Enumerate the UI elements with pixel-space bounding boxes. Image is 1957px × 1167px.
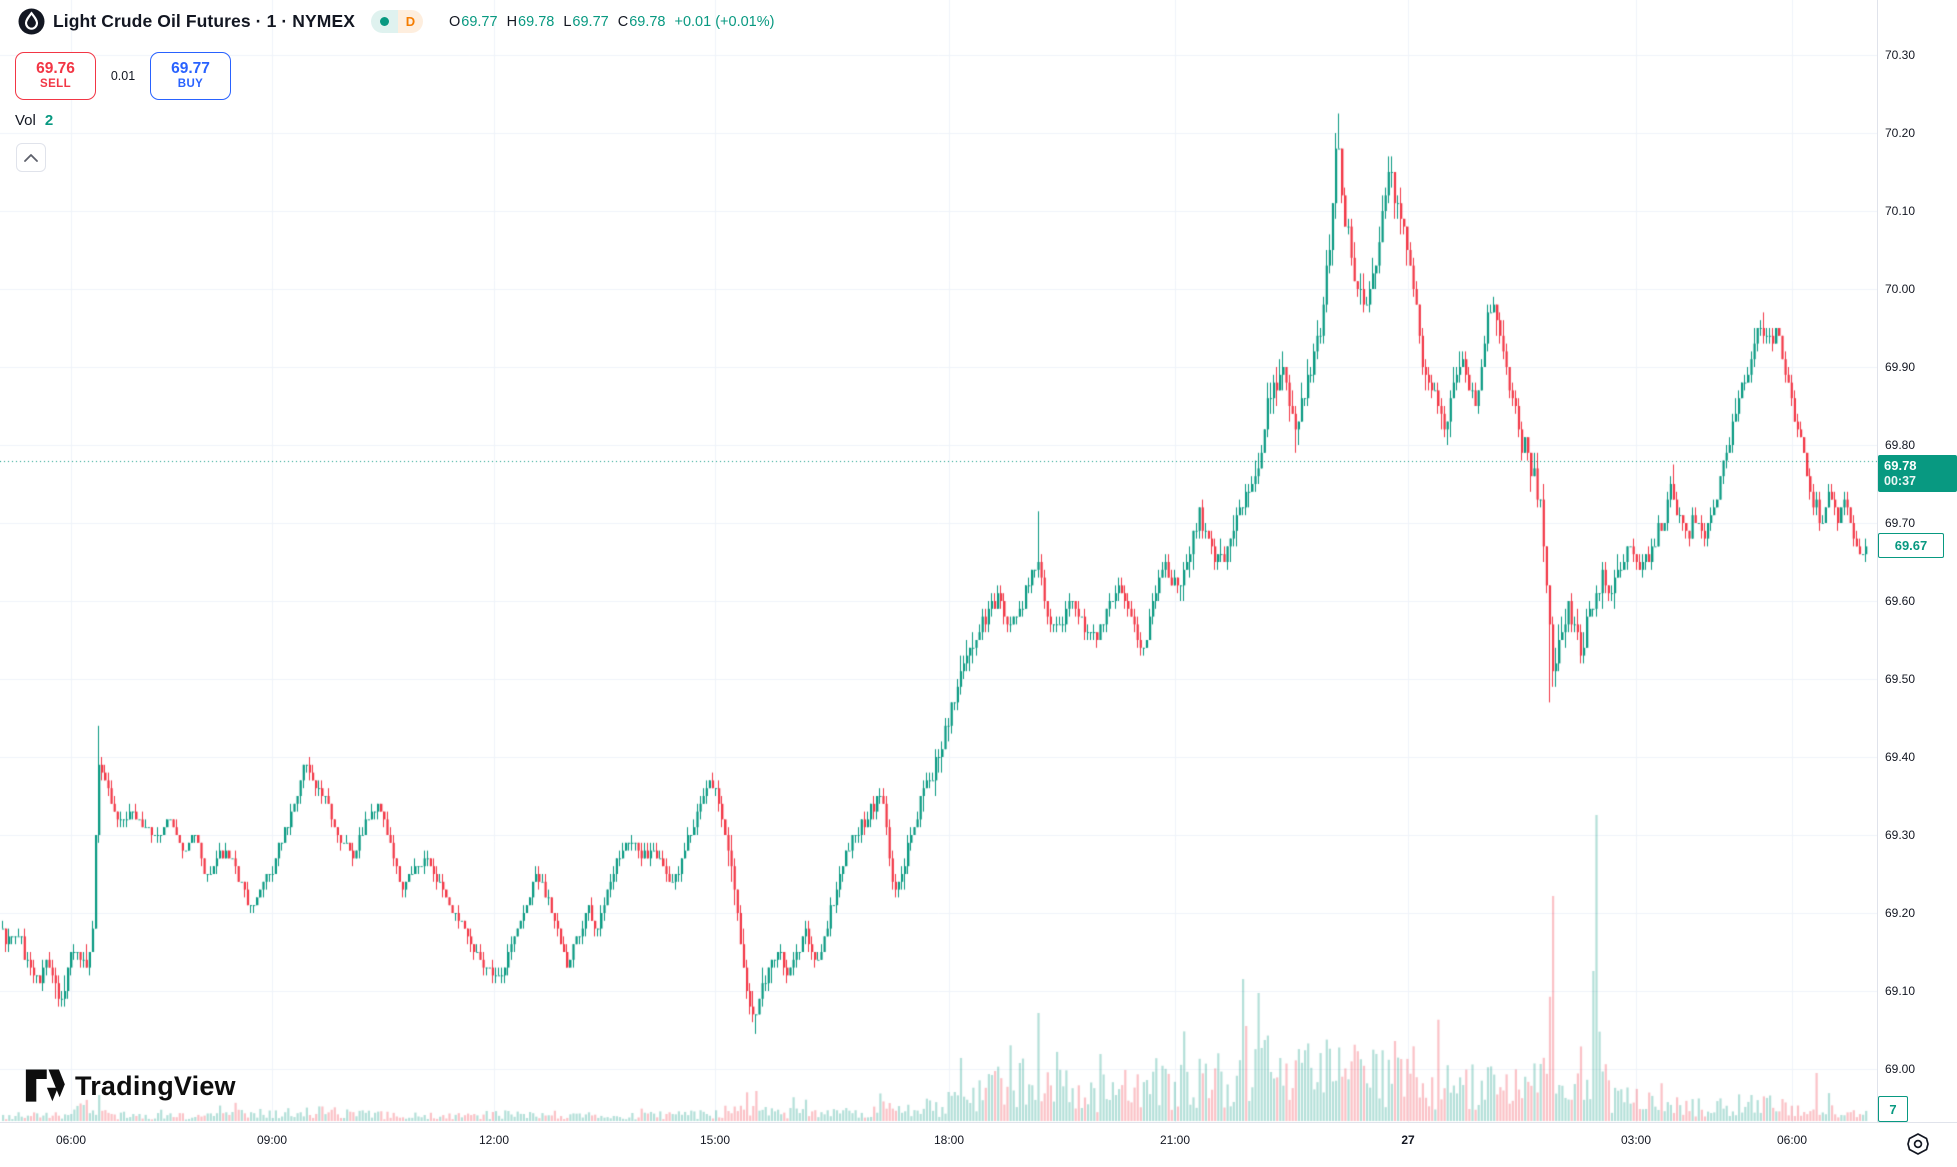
live-dot-icon (379, 17, 389, 26)
time-axis-label: 18:00 (933, 1133, 965, 1147)
price-axis-label: 69.50 (1885, 672, 1916, 686)
volume-label: Vol (15, 112, 36, 129)
price-axis-label: 69.90 (1885, 360, 1916, 374)
price-axis-label: 69.40 (1885, 750, 1916, 764)
sell-button[interactable]: 69.76 SELL (15, 52, 96, 100)
crude-oil-symbol-icon (18, 8, 45, 35)
time-axis-label: 15:00 (699, 1133, 731, 1147)
price-axis-label: 69.20 (1885, 906, 1916, 920)
price-axis-label: 69.00 (1885, 1062, 1916, 1076)
time-axis-label: 03:00 (1620, 1133, 1652, 1147)
price-axis-label: 69.10 (1885, 984, 1916, 998)
clock-hexagon-icon (1907, 1133, 1929, 1155)
price-axis[interactable]: 69.78 00:37 69.67 7 70.30 70.20 70.10 70.00… (1878, 0, 1957, 1122)
time-axis-label: 09:00 (256, 1133, 288, 1147)
last-price-value: 69.78 (1884, 457, 1917, 473)
sell-label: SELL (40, 78, 71, 91)
sell-price: 69.76 (36, 60, 75, 78)
volume-legend: Vol 2 (15, 112, 53, 129)
ohlc-values: O 69.77 H 69.78 L 69.77 C 69.78 +0.01 (+0.01… (449, 14, 774, 30)
time-axis-label: 06:00 (55, 1133, 87, 1147)
price-axis-label: 69.60 (1885, 594, 1916, 608)
low-value: 69.77 (572, 13, 609, 30)
last-price-badge: 69.78 00:37 (1878, 454, 1957, 493)
trade-panel: 69.76 SELL 0.01 69.77 BUY (15, 52, 231, 100)
market-status-pill[interactable]: D (370, 10, 423, 33)
price-axis-label: 70.30 (1885, 48, 1916, 62)
price-axis-label: 69.30 (1885, 828, 1916, 842)
timezone-settings-button[interactable] (1903, 1129, 1933, 1159)
symbol-title[interactable]: Light Crude Oil Futures · 1 · NYMEX (53, 11, 355, 31)
tradingview-logo[interactable]: TradingView (25, 1068, 236, 1104)
price-axis-label: 70.10 (1885, 204, 1916, 218)
time-axis-label: 21:00 (1159, 1133, 1191, 1147)
buy-price: 69.77 (171, 60, 210, 78)
time-axis[interactable]: 06:00 09:00 12:00 15:00 18:00 21:00 27 03:00 06:… (0, 1123, 1957, 1167)
tradingview-logo-text: TradingView (75, 1070, 236, 1101)
secondary-price-badge: 69.67 (1878, 533, 1944, 559)
collapse-legend-button[interactable] (16, 143, 46, 172)
market-open-indicator (370, 10, 398, 33)
open-label: O (448, 13, 461, 30)
low-label: L (563, 13, 572, 30)
price-axis-label: 69.70 (1885, 516, 1916, 530)
high-value: 69.78 (518, 13, 555, 30)
chevron-up-icon (24, 153, 38, 162)
time-axis-label: 06:00 (1776, 1133, 1808, 1147)
price-axis-separator (1877, 0, 1878, 1122)
time-axis-label: 27 (1401, 1133, 1415, 1147)
buy-label: BUY (177, 78, 204, 91)
price-axis-label: 70.00 (1885, 282, 1916, 296)
time-axis-separator (0, 1122, 1957, 1123)
close-value: 69.78 (629, 13, 666, 30)
volume-axis-badge: 7 (1878, 1096, 1908, 1122)
candlestick-chart[interactable] (0, 0, 1877, 1122)
price-axis-label: 70.20 (1885, 126, 1916, 140)
buy-button[interactable]: 69.77 BUY (150, 52, 231, 100)
spread-value: 0.01 (110, 69, 136, 83)
bar-countdown: 00:37 (1884, 473, 1916, 488)
close-label: C (617, 13, 629, 30)
time-axis-label: 12:00 (478, 1133, 510, 1147)
volume-value: 2 (44, 112, 54, 129)
high-label: H (506, 13, 518, 30)
session-d-indicator: D (397, 10, 423, 33)
price-axis-label: 69.80 (1885, 438, 1916, 452)
tradingview-logo-icon (25, 1069, 65, 1102)
open-value: 69.77 (461, 13, 498, 30)
price-change: +0.01 (+0.01%) (674, 13, 775, 30)
